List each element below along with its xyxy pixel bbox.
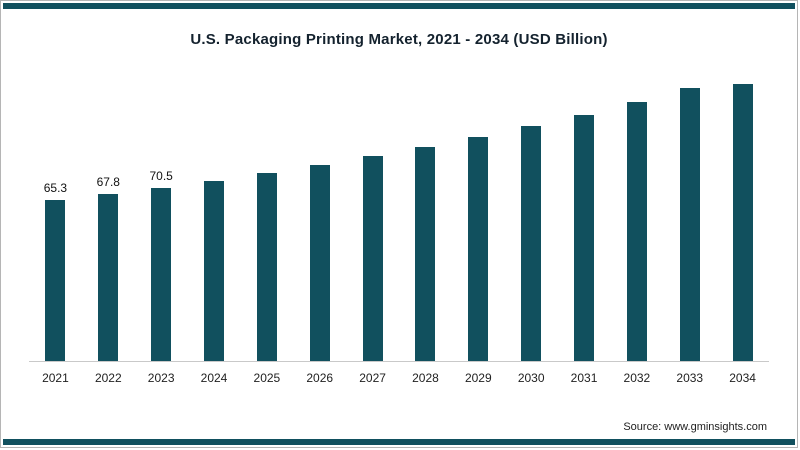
- bar-group: [240, 66, 293, 361]
- x-tick-label: 2034: [729, 371, 756, 385]
- x-tick-label: 2033: [676, 371, 704, 385]
- bottom-accent-bar: [3, 439, 795, 445]
- x-tick-label: 2025: [253, 371, 281, 385]
- bar: [256, 173, 277, 361]
- bar: [309, 165, 330, 361]
- bar-group: [716, 66, 769, 361]
- bar: [98, 194, 119, 361]
- bar: [732, 84, 753, 361]
- bar: [204, 181, 224, 361]
- chart-title: U.S. Packaging Printing Market, 2021 - 2…: [190, 31, 608, 48]
- bar-group: 65.3: [29, 66, 82, 361]
- bar-group: [452, 66, 505, 361]
- bar-group: 67.8: [82, 66, 135, 361]
- x-tick-label: 2030: [517, 371, 545, 385]
- bar-group: [293, 66, 346, 361]
- bar-value-label: 70.5: [149, 169, 173, 183]
- bar-value-label: 67.8: [96, 175, 120, 189]
- bar-group: [399, 66, 452, 361]
- top-accent-bar: [3, 3, 795, 9]
- bar: [151, 188, 172, 361]
- x-tick-label: 2022: [94, 371, 122, 385]
- bar: [521, 126, 542, 361]
- bar: [574, 115, 595, 361]
- source-attribution: Source: www.gminsights.com: [623, 421, 767, 433]
- bar-group: [663, 66, 716, 361]
- x-tick-label: 2028: [412, 371, 439, 385]
- x-tick-label: 2024: [200, 371, 228, 385]
- x-tick-label: 2032: [623, 371, 651, 385]
- x-tick-label: 2026: [306, 371, 334, 385]
- bar: [626, 102, 647, 361]
- bar: [468, 137, 489, 361]
- x-tick-label: 2027: [359, 371, 386, 385]
- bar-value-label: 65.3: [43, 181, 68, 195]
- bar-group: [346, 66, 399, 361]
- x-tick-label: 2023: [147, 371, 175, 385]
- x-tick-label: 2029: [464, 371, 492, 385]
- bar-group: 70.5: [135, 66, 188, 361]
- bar-group: [505, 66, 558, 361]
- bar: [362, 156, 383, 361]
- bar-group: [558, 66, 611, 361]
- plot-area: 65.3 67.8 70.5: [29, 66, 769, 362]
- x-tick-label: 2021: [42, 371, 69, 385]
- bar: [679, 88, 700, 361]
- x-tick-label: 2031: [570, 371, 598, 385]
- x-axis: 2021 2022 2023 2024 2025 2026 2027 2028 2029 2030…: [29, 362, 769, 385]
- bar-group: [610, 66, 663, 361]
- bar: [45, 200, 66, 361]
- bar-group: [188, 66, 241, 361]
- bar: [415, 147, 436, 361]
